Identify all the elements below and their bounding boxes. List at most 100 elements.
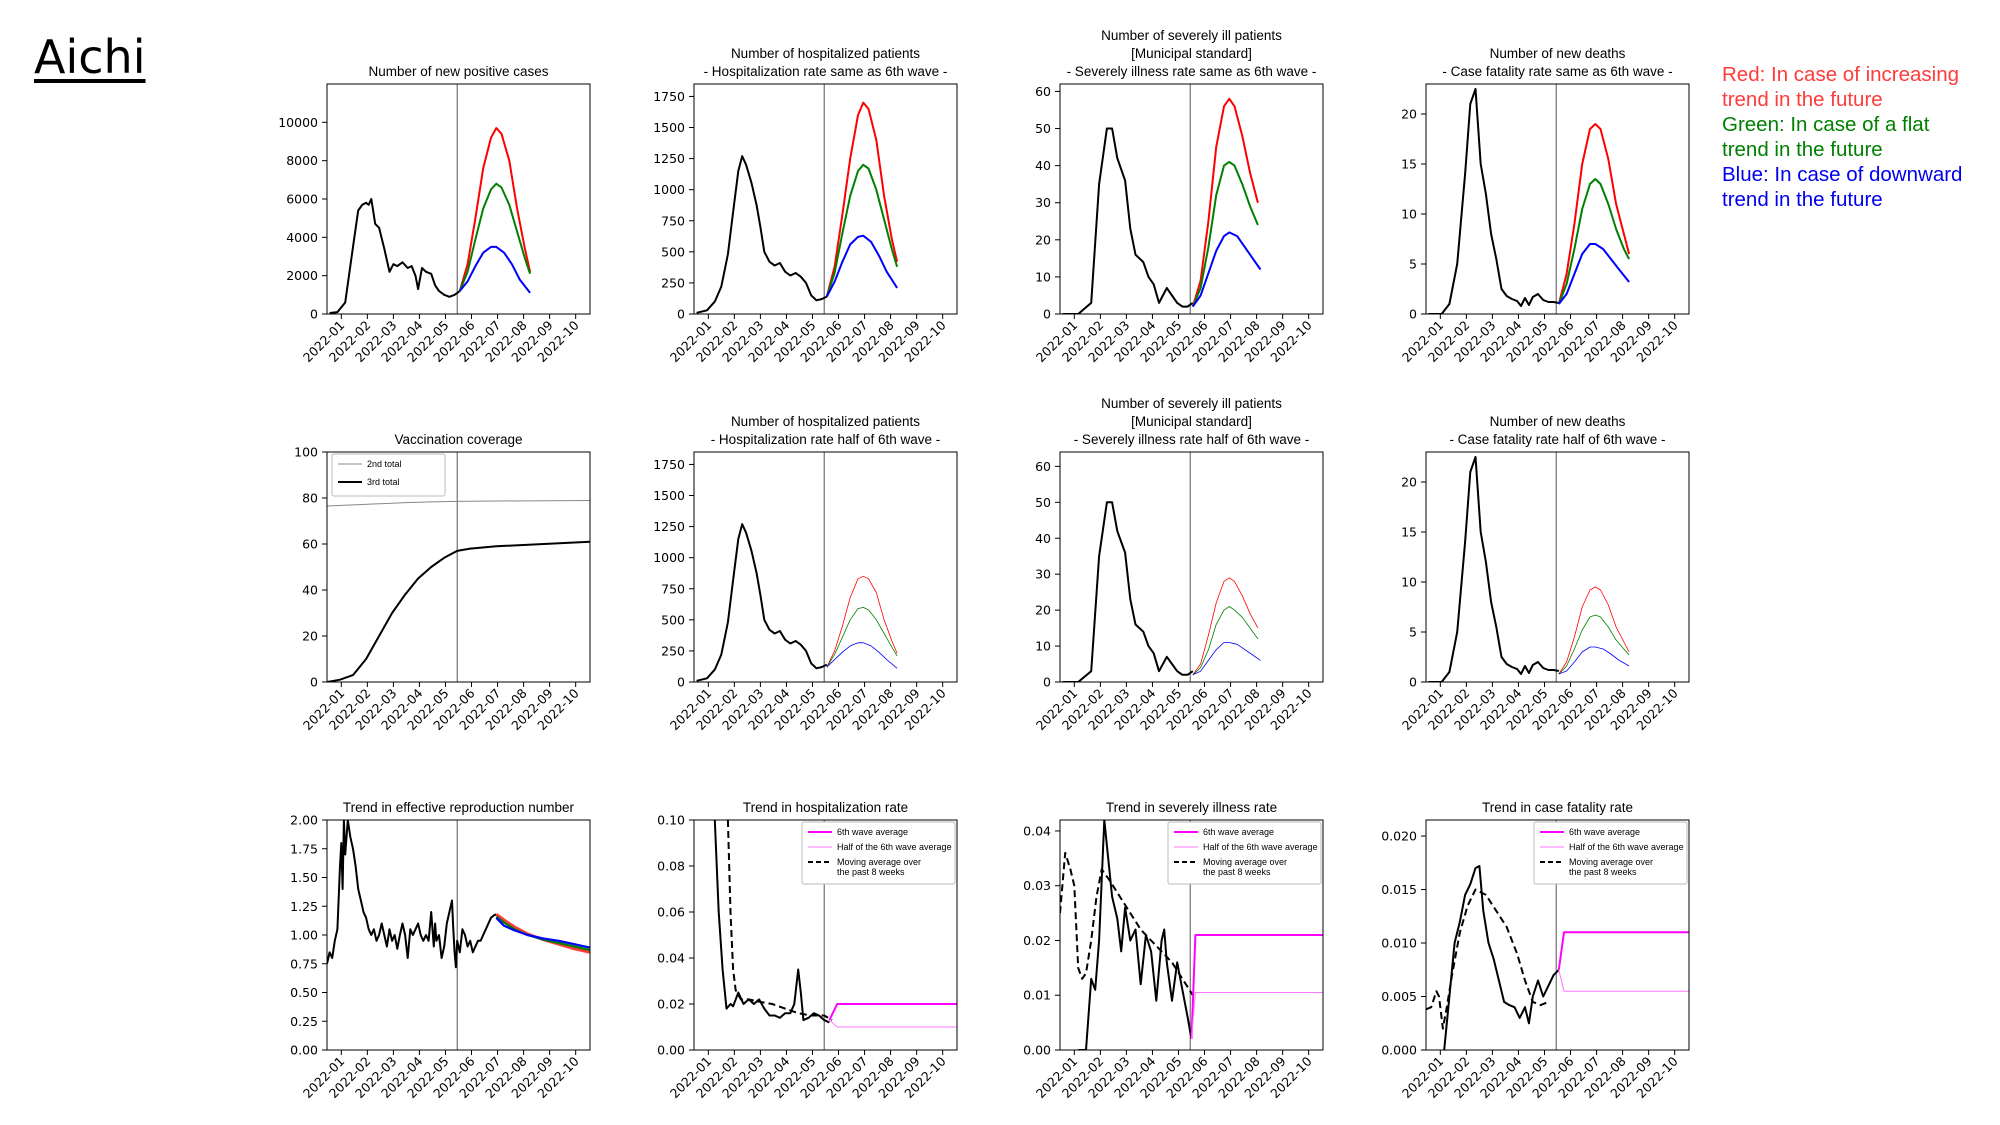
y-tick-label: 0 (677, 307, 685, 322)
chart-title: [Municipal standard] (1131, 414, 1252, 429)
y-tick-label: 0.10 (657, 813, 685, 828)
y-tick-label: 0.25 (290, 1014, 318, 1029)
plot-frame (326, 451, 591, 683)
series-line-2 (1191, 160, 1259, 307)
note-red: Red: In case of increasing trend in the … (1722, 62, 1962, 112)
y-tick-label: 1500 (653, 120, 685, 135)
series-line-2 (1557, 931, 1689, 970)
y-tick-label: 40 (1035, 158, 1051, 173)
plot-frame (1059, 451, 1324, 683)
y-tick-label: 10 (1035, 269, 1051, 284)
note-green-line2: trend in the future (1722, 138, 1883, 161)
legend-label-2-b: the past 8 weeks (1203, 867, 1271, 877)
series-group (329, 84, 532, 314)
y-tick-label: 500 (661, 244, 685, 259)
series-group (1426, 820, 1689, 1050)
chart-title: Trend in hospitalization rate (743, 800, 908, 815)
series-line-0 (696, 523, 828, 682)
y-tick-label: 0.000 (1381, 1043, 1417, 1058)
chart-title: Trend in case fatality rate (1482, 800, 1633, 815)
series-line-2 (826, 607, 898, 668)
legend: 6th wave average Half of the 6th wave ave… (1167, 821, 1322, 885)
chart-title: - Hospitalization rate half of 6th wave … (711, 432, 941, 447)
series-line-0 (327, 500, 590, 507)
y-tick-label: 1.75 (290, 841, 318, 856)
chart-title: Trend in effective reproduction number (343, 800, 575, 815)
note-red-line1: Red: In case of increasing (1722, 63, 1960, 86)
legend-box (1533, 821, 1688, 885)
y-tick-label: 0 (310, 307, 318, 322)
legend-label-2: Moving average over (837, 857, 921, 867)
chart-title: [Municipal standard] (1131, 46, 1252, 61)
series-line-3 (829, 1019, 957, 1028)
y-tick-label: 0.08 (657, 859, 685, 874)
plot-frame (1425, 83, 1690, 315)
note-blue-line1: Blue: In case of downward (1722, 163, 1963, 186)
y-tick-label: 1500 (653, 488, 685, 503)
note-red-line2: trend in the future (1722, 88, 1883, 111)
legend-label-2-b: the past 8 weeks (1569, 867, 1637, 877)
chart-title: Number of hospitalized patients (731, 46, 920, 61)
y-tick-label: 1.50 (290, 870, 318, 885)
note-blue: Blue: In case of downward trend in the f… (1722, 162, 1962, 212)
chart-title: - Severely illness rate same as 6th wave… (1067, 64, 1317, 79)
y-tick-label: 0.50 (290, 985, 318, 1000)
y-tick-label: 10 (1401, 575, 1417, 590)
y-tick-label: 1750 (653, 457, 685, 472)
y-tick-label: 0 (1043, 307, 1051, 322)
y-tick-label: 60 (302, 537, 318, 552)
legend-box (801, 821, 956, 885)
plot-frame (693, 819, 958, 1051)
series-line-2 (1190, 934, 1323, 1040)
y-tick-label: 20 (1401, 475, 1417, 490)
chart-severely-ill-same: Number of severely ill patients [Municipa… (1033, 28, 1324, 365)
legend-label-0: 6th wave average (837, 827, 908, 837)
y-tick-label: 10 (1401, 207, 1417, 222)
series-line-3 (1191, 231, 1262, 308)
y-tick-label: 60 (1035, 84, 1051, 99)
y-tick-label: 0.020 (1381, 829, 1417, 844)
y-tick-label: 0 (1043, 675, 1051, 690)
y-tick-label: 0 (677, 675, 685, 690)
chart-severely-illness-rate: Trend in severely illness rate 0.00 0.01 0.… (1023, 800, 1324, 1101)
y-tick-label: 500 (661, 612, 685, 627)
y-tick-label: 60 (1035, 459, 1051, 474)
chart-case-fatality-rate: Trend in case fatality rate 0.000 0.005 0.0… (1381, 800, 1690, 1101)
y-tick-label: 0.75 (290, 956, 318, 971)
legend-label-1: 3rd total (367, 477, 400, 487)
chart-title: - Hospitalization rate same as 6th wave … (704, 64, 948, 79)
y-tick-label: 1000 (653, 182, 685, 197)
y-tick-label: 5 (1409, 625, 1417, 640)
y-tick-label: 10000 (278, 115, 318, 130)
scenario-notes: Red: In case of increasing trend in the … (1722, 62, 1962, 212)
series-line-1 (826, 575, 898, 668)
plot-frame (326, 83, 591, 315)
y-tick-label: 30 (1035, 195, 1051, 210)
y-tick-label: 50 (1035, 121, 1051, 136)
series-line-3 (1558, 243, 1630, 305)
series-group (696, 452, 898, 682)
y-tick-label: 0 (1409, 675, 1417, 690)
series-line-3 (1191, 992, 1323, 1040)
series-group (1428, 452, 1630, 682)
y-tick-label: 0.06 (657, 905, 685, 920)
y-tick-label: 1750 (653, 89, 685, 104)
y-tick-label: 0.03 (1023, 878, 1051, 893)
chart-title: - Case fatality rate half of 6th wave - (1449, 432, 1665, 447)
y-tick-label: 1.00 (290, 928, 318, 943)
plot-frame (693, 83, 958, 315)
chart-title: Number of hospitalized patients (731, 414, 920, 429)
series-group (327, 452, 590, 682)
legend-label-1: Half of the 6th wave average (1203, 842, 1318, 852)
legend: 2nd total 3rd total (331, 453, 446, 497)
y-tick-label: 5 (1409, 257, 1417, 272)
series-line-0 (1078, 820, 1193, 1050)
note-blue-line2: trend in the future (1722, 188, 1883, 211)
series-line-2 (825, 163, 899, 297)
y-tick-label: 15 (1401, 157, 1417, 172)
series-line-1 (825, 101, 899, 297)
y-tick-label: 20 (1035, 603, 1051, 618)
y-tick-label: 0.02 (1023, 933, 1051, 948)
y-tick-label: 0.04 (657, 951, 685, 966)
series-group (1428, 84, 1631, 314)
